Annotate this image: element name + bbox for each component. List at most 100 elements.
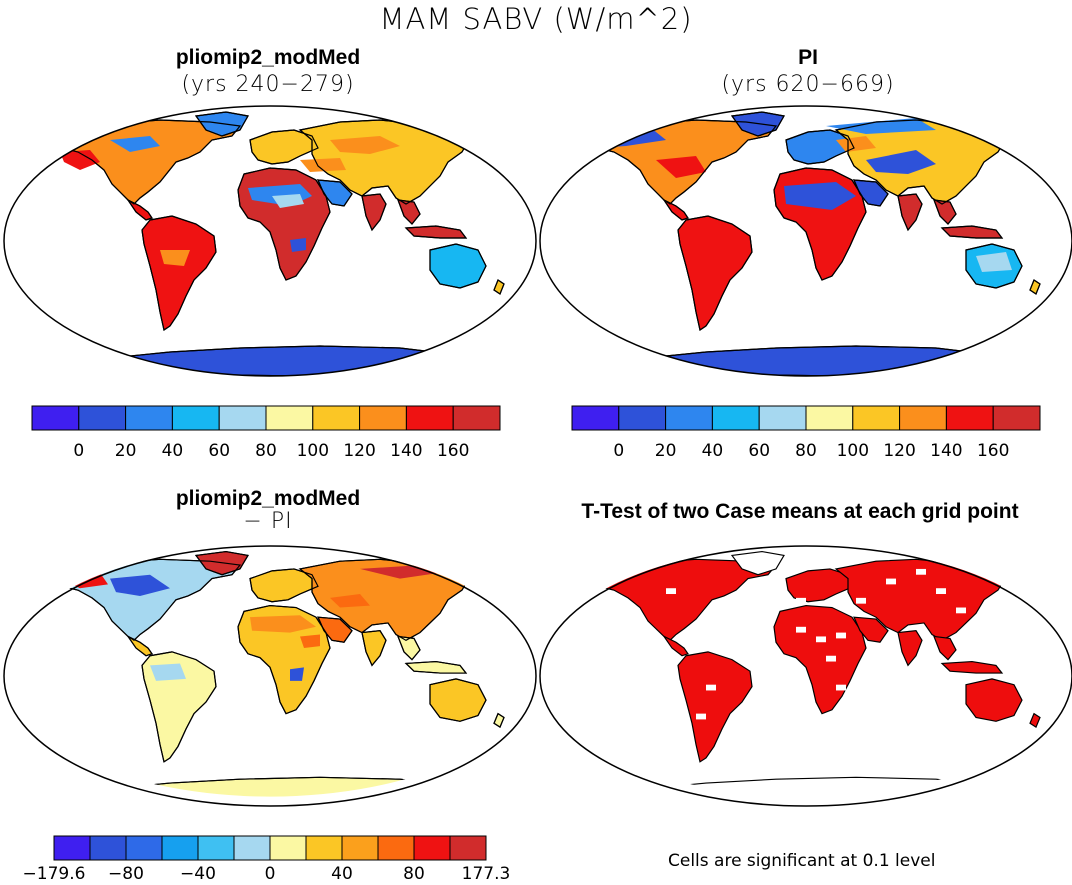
field-patch [866,150,936,174]
coastline-greenland [730,111,785,137]
colorbar-tick-label: 120 [883,441,915,461]
field-patch [976,252,1012,272]
coastline-indonesia [404,660,468,674]
coastline-africa [773,167,867,281]
continent-samerica [677,651,753,763]
non-significant-cell [816,636,826,643]
colorbar-panel-1: 0 20 40 60 80 100 120 140 160 [31,405,501,461]
colorbar-tick-label: 177.3 [462,864,511,884]
cb2-swatch [571,405,620,431]
figure-title: MAM SABV (W/m^2) [379,2,693,36]
coastline-australia [429,678,487,722]
panel-1-subtitle: (yrs 240−279) [181,72,355,97]
panel-4-map [539,545,1072,807]
colorbar-tick-label: 140 [390,441,422,461]
field-patch [330,594,370,608]
coastline-australia [965,243,1023,289]
colorbar-panel-2: 0 20 40 60 80 100 120 140 160 [571,405,1041,461]
non-significant-cell [856,597,866,604]
colorbar-tick-label: 160 [437,441,469,461]
coastline-nz [493,712,505,728]
cb3-swatch [341,835,379,861]
coastline-europe [249,129,319,165]
coastline-samerica [677,215,753,331]
non-significant-cell [956,607,966,614]
field-patch [784,182,856,210]
continent-antarctica [108,776,472,797]
non-significant-cell [716,607,726,614]
panel-4-title: T-Test of two Case means at each grid po… [581,500,1019,523]
cb1-swatch [265,405,314,431]
field-patch [120,615,142,629]
cb2-swatch [758,405,807,431]
cb2-swatch [899,405,947,431]
continent-namerica [46,558,242,642]
continent-africa [773,605,867,715]
coastline-europe [785,129,855,165]
colorbar-tick-label: 60 [748,441,770,461]
colorbar-tick-label: −179.6 [23,864,86,884]
panel-3-map [3,545,537,807]
continent-antarctica [644,776,1008,797]
colorbar-tick-label: 0 [613,441,624,461]
cb3-swatch [269,835,307,861]
field-patch [290,667,304,681]
field-patch [250,615,316,633]
map-outline [539,545,1072,807]
field-patch [160,250,190,266]
coastline-arabia [317,616,353,643]
cb2-swatch [665,405,713,431]
continent-seasia [933,635,957,661]
coastline-australia [429,243,487,289]
cb1-swatch [405,405,454,431]
coastline-africa [237,605,331,715]
panel-3-subtitle: − PI [243,509,293,534]
colorbar-tick-label: 80 [795,441,817,461]
colorbar-tick-label: 80 [255,441,277,461]
non-significant-cell [796,626,806,633]
coastline-nz [1029,279,1041,295]
coastline-namerica [582,119,778,205]
cb1-swatch [218,405,267,431]
coastline-arabia [317,179,353,207]
non-significant-cell [936,588,946,595]
cb1-swatch [78,405,127,431]
colorbar-tick-label: 40 [162,441,184,461]
field-patch [110,136,160,152]
colorbar-tick-label: 40 [331,864,353,884]
continent-africa [237,167,331,281]
cb1-swatch [125,405,173,431]
continent-namerica [582,558,778,642]
panel-2-map [539,105,1072,377]
coastline-camerica [126,198,153,221]
colorbar-tick-label: 0 [265,864,276,884]
continent-australia [965,678,1023,722]
cb2-swatch [992,405,1041,431]
colorbar-panel-3: −179.6 −80 −40 0 40 80 177.3 [23,835,511,884]
coastline-seasia [933,199,957,225]
colorbar-tick-label: 160 [977,441,1009,461]
non-significant-cell [836,684,846,691]
panel-1-title: pliomip2_modMed [175,46,361,69]
colorbar-tick-label: −40 [180,864,216,884]
panel-2-subtitle: (yrs 620−669) [721,72,895,97]
non-significant-cell [886,578,896,585]
colorbar-tick-label: 120 [343,441,375,461]
colorbar-tick-label: 80 [403,864,425,884]
cb3-swatch [53,835,91,861]
coastline-namerica [46,558,242,642]
cb1-swatch [359,405,407,431]
continent-camerica [662,634,689,657]
cb2-swatch [852,405,901,431]
field-patch [272,194,304,208]
coastline-seasia [397,199,421,225]
colorbar-tick-label: 0 [73,441,84,461]
coastline-samerica [141,215,217,331]
colorbar-tick-label: 100 [297,441,329,461]
colorbar-tick-label: 140 [930,441,962,461]
coastline-indonesia [404,225,468,239]
significance-note: Cells are significant at 0.1 level [668,851,936,871]
coastline-arabia [853,179,889,207]
cb3-swatch [233,835,271,861]
panel-3-title: pliomip2_modMed [175,487,361,510]
